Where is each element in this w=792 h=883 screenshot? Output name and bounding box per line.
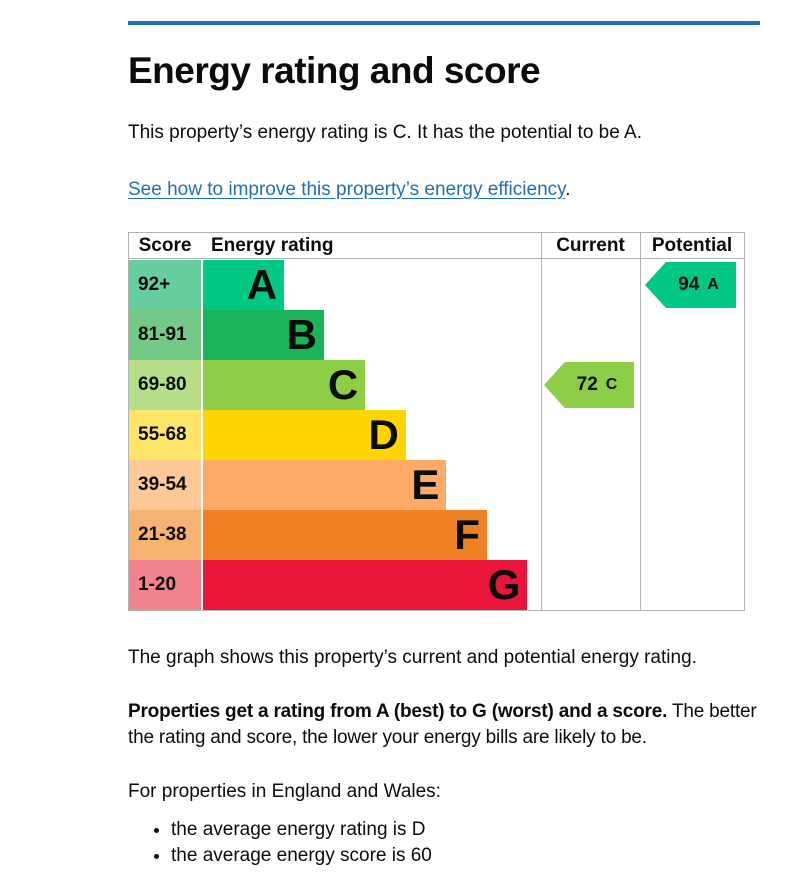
- band-row-e: 39-54 E: [129, 460, 744, 510]
- bar-area-g: G: [203, 560, 541, 610]
- header-potential: Potential: [651, 235, 733, 256]
- link-suffix: .: [565, 179, 571, 200]
- band-letter-b: B: [286, 311, 317, 358]
- header-energy-rating: Energy rating: [211, 235, 334, 256]
- band-letter-f: F: [454, 511, 480, 558]
- current-rating-letter: C: [605, 376, 618, 393]
- band-letter-g: G: [487, 561, 521, 608]
- rating-bar-e: E: [203, 460, 447, 510]
- chart-header-row: Score Energy rating Current Potential: [129, 233, 744, 259]
- band-row-b: 81-91 B: [129, 310, 744, 360]
- bar-area-b: B: [203, 310, 541, 360]
- band-row-f: 21-38 F: [129, 510, 744, 560]
- rating-explanation-bold: Properties get a rating from A (best) to…: [128, 701, 668, 722]
- current-score-value: 72: [576, 374, 598, 395]
- bar-area-d: D: [203, 410, 541, 460]
- rating-bar-f: F: [203, 510, 487, 560]
- rating-bar-a: A: [203, 260, 285, 310]
- rating-explanation: Properties get a rating from A (best) to…: [128, 699, 776, 750]
- score-range-g: 1-20: [129, 560, 201, 610]
- potential-column-divider: [640, 233, 641, 610]
- energy-rating-chart: Score Energy rating Current Potential 92…: [128, 232, 745, 611]
- bar-area-e: E: [203, 460, 541, 510]
- band-letter-d: D: [368, 411, 399, 458]
- score-range-e: 39-54: [129, 460, 201, 510]
- rating-bar-g: G: [203, 560, 528, 610]
- regions-heading: For properties in England and Wales:: [128, 781, 441, 802]
- band-letter-e: E: [411, 461, 440, 508]
- potential-rating-arrow: 94 A: [645, 262, 736, 308]
- band-letter-c: C: [327, 361, 359, 408]
- bar-area-f: F: [203, 510, 541, 560]
- improve-link-line: See how to improve this property’s energ…: [128, 177, 571, 202]
- bar-area-a: A: [203, 260, 541, 310]
- rating-bar-d: D: [203, 410, 406, 460]
- band-row-g: 1-20 G: [129, 560, 744, 610]
- score-range-b: 81-91: [129, 310, 201, 360]
- band-row-c: 69-80 C: [129, 360, 744, 410]
- page-title: Energy rating and score: [128, 50, 541, 91]
- header-score: Score: [138, 235, 192, 256]
- score-range-d: 55-68: [129, 410, 201, 460]
- band-row-d: 55-68 D: [129, 410, 744, 460]
- band-row-a: 92+ A: [129, 260, 744, 310]
- graph-caption: The graph shows this property’s current …: [128, 647, 697, 668]
- potential-rating-letter: A: [707, 276, 719, 293]
- list-item: the average energy score is 60: [171, 843, 432, 869]
- list-item: the average energy rating is D: [171, 817, 432, 843]
- score-range-f: 21-38: [129, 510, 201, 560]
- improve-efficiency-link[interactable]: See how to improve this property’s energ…: [128, 179, 566, 200]
- average-stats-list: the average energy rating is D the avera…: [128, 817, 432, 868]
- score-range-c: 69-80: [129, 360, 201, 410]
- rating-summary-text: This property’s energy rating is C. It h…: [128, 122, 642, 143]
- rating-bar-b: B: [203, 310, 324, 360]
- rating-bar-c: C: [203, 360, 366, 410]
- rating-explanation-rest: The better the rating and score, the low…: [128, 701, 757, 748]
- potential-score-value: 94: [678, 274, 700, 295]
- band-letter-a: A: [246, 261, 278, 308]
- current-column-divider: [541, 233, 542, 610]
- bar-area-c: C: [203, 360, 541, 410]
- header-current: Current: [556, 235, 625, 256]
- current-rating-arrow: 72 C: [544, 362, 634, 408]
- score-range-a: 92+: [129, 260, 201, 310]
- section-divider: [128, 21, 760, 25]
